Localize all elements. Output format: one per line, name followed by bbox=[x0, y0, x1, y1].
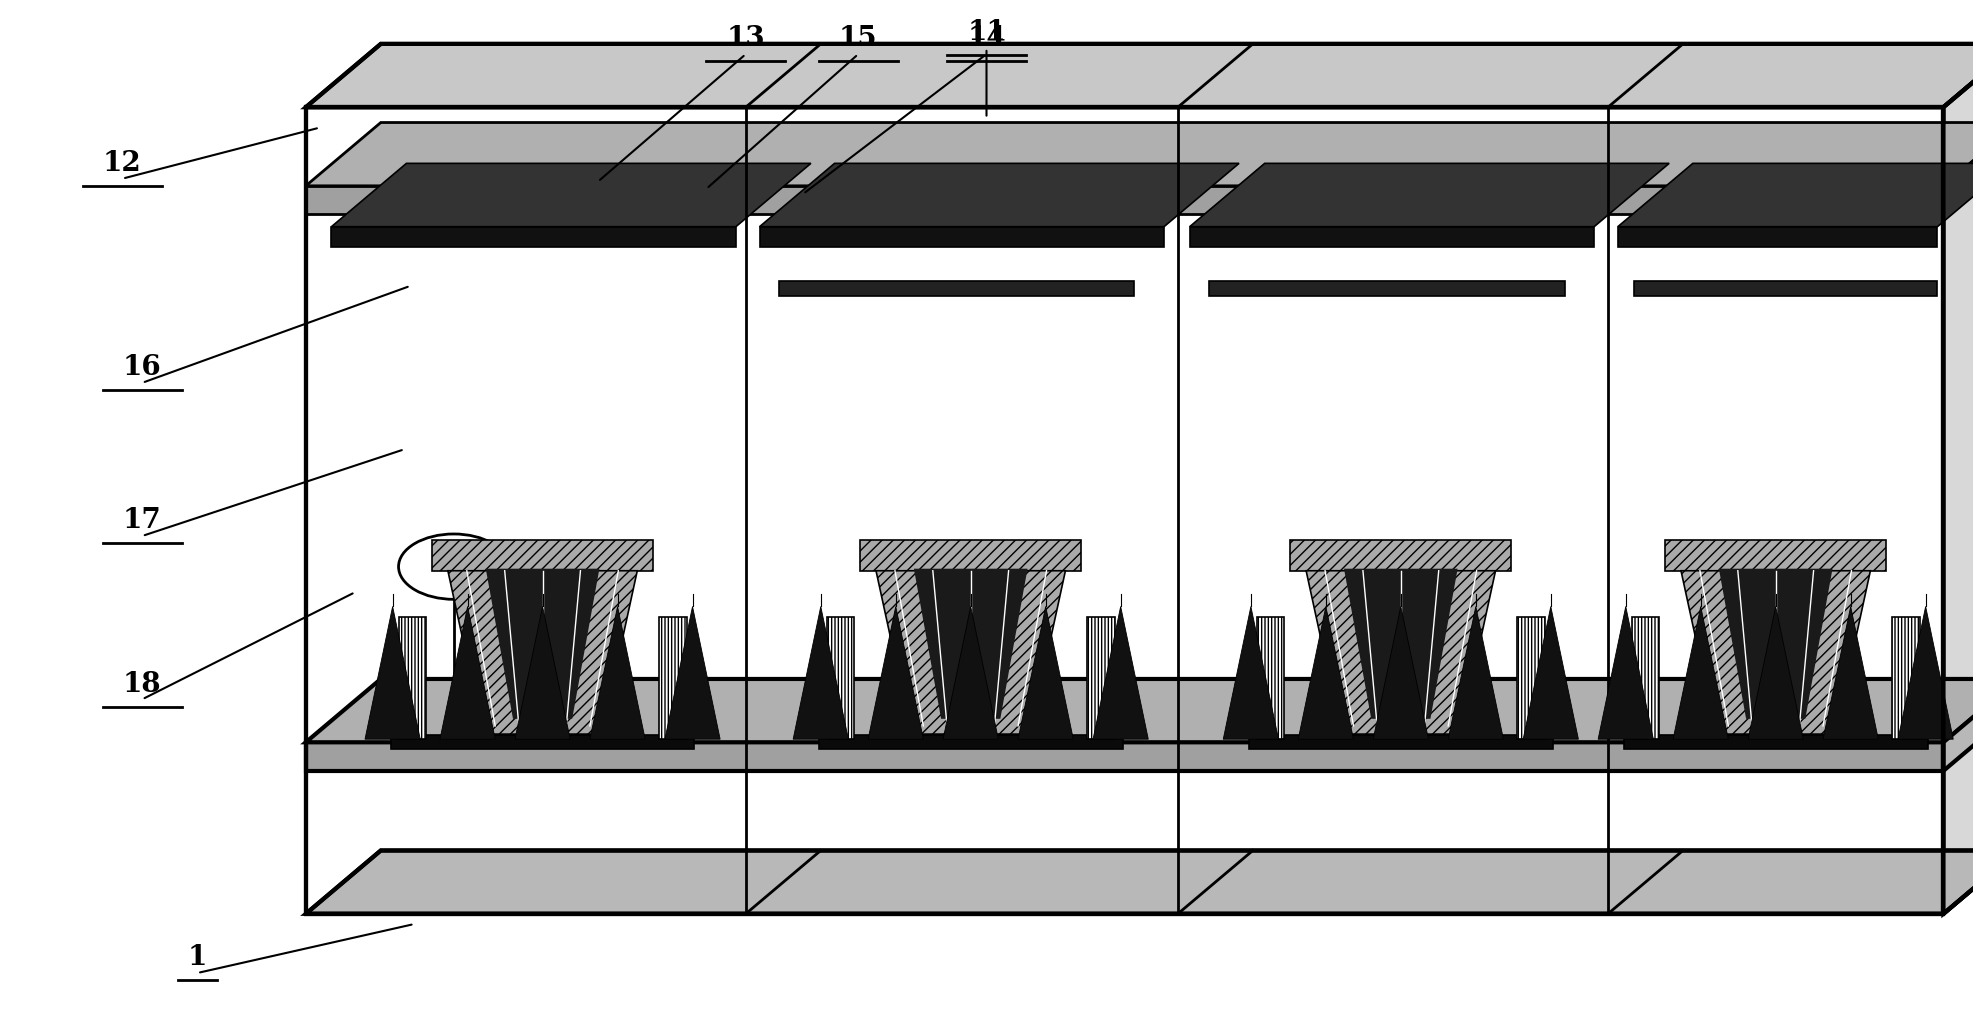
Polygon shape bbox=[1448, 606, 1503, 739]
Polygon shape bbox=[1290, 540, 1511, 571]
Polygon shape bbox=[306, 44, 1973, 107]
Polygon shape bbox=[1618, 163, 1973, 227]
Polygon shape bbox=[448, 571, 637, 734]
Polygon shape bbox=[1087, 617, 1115, 739]
Polygon shape bbox=[1298, 606, 1353, 739]
Polygon shape bbox=[943, 606, 998, 739]
Polygon shape bbox=[306, 107, 1943, 914]
Polygon shape bbox=[1306, 571, 1496, 734]
Polygon shape bbox=[665, 606, 720, 739]
Text: 15: 15 bbox=[839, 26, 878, 52]
Polygon shape bbox=[306, 679, 1973, 742]
Polygon shape bbox=[1943, 679, 1973, 771]
Polygon shape bbox=[485, 569, 600, 719]
Polygon shape bbox=[1618, 227, 1937, 247]
Polygon shape bbox=[1665, 540, 1886, 571]
Polygon shape bbox=[1823, 606, 1878, 739]
Polygon shape bbox=[1632, 617, 1659, 739]
Text: 13: 13 bbox=[726, 26, 766, 52]
Polygon shape bbox=[793, 606, 848, 739]
Polygon shape bbox=[331, 227, 736, 247]
Polygon shape bbox=[1517, 617, 1545, 739]
Polygon shape bbox=[1943, 123, 1973, 214]
Polygon shape bbox=[913, 569, 1028, 719]
Polygon shape bbox=[1209, 281, 1565, 296]
Polygon shape bbox=[306, 850, 1973, 914]
Polygon shape bbox=[659, 617, 687, 739]
Polygon shape bbox=[1257, 617, 1284, 739]
Polygon shape bbox=[1523, 606, 1578, 739]
Polygon shape bbox=[868, 606, 923, 739]
Polygon shape bbox=[1892, 617, 1920, 739]
Polygon shape bbox=[1598, 606, 1653, 739]
Text: 12: 12 bbox=[103, 150, 142, 177]
Polygon shape bbox=[876, 571, 1065, 734]
Polygon shape bbox=[760, 163, 1239, 227]
Polygon shape bbox=[1943, 44, 1973, 914]
Text: 18: 18 bbox=[122, 671, 162, 697]
Polygon shape bbox=[306, 186, 1943, 214]
Polygon shape bbox=[1223, 606, 1279, 739]
Polygon shape bbox=[760, 227, 1164, 247]
Polygon shape bbox=[1624, 735, 1928, 749]
Polygon shape bbox=[1373, 606, 1428, 739]
Text: 17: 17 bbox=[122, 507, 162, 534]
Polygon shape bbox=[306, 742, 1943, 771]
Polygon shape bbox=[1634, 281, 1937, 296]
Polygon shape bbox=[365, 606, 420, 739]
Polygon shape bbox=[1898, 606, 1953, 739]
Polygon shape bbox=[306, 123, 1973, 186]
Text: 14: 14 bbox=[967, 26, 1006, 52]
Polygon shape bbox=[779, 281, 1134, 296]
Text: 11: 11 bbox=[967, 19, 1006, 46]
Polygon shape bbox=[391, 735, 694, 749]
Polygon shape bbox=[827, 617, 854, 739]
Polygon shape bbox=[399, 617, 426, 739]
Polygon shape bbox=[1018, 606, 1073, 739]
Polygon shape bbox=[1249, 735, 1553, 749]
Polygon shape bbox=[1190, 163, 1669, 227]
Polygon shape bbox=[590, 606, 645, 739]
Polygon shape bbox=[1718, 569, 1833, 719]
Polygon shape bbox=[1093, 606, 1148, 739]
Polygon shape bbox=[1673, 606, 1728, 739]
Polygon shape bbox=[819, 735, 1123, 749]
Text: 16: 16 bbox=[122, 354, 162, 381]
Polygon shape bbox=[1748, 606, 1803, 739]
Polygon shape bbox=[860, 540, 1081, 571]
Polygon shape bbox=[1681, 571, 1870, 734]
Polygon shape bbox=[515, 606, 570, 739]
Polygon shape bbox=[1190, 227, 1594, 247]
Text: 1: 1 bbox=[187, 944, 207, 971]
Polygon shape bbox=[331, 163, 811, 227]
Polygon shape bbox=[440, 606, 495, 739]
Polygon shape bbox=[1344, 569, 1458, 719]
Polygon shape bbox=[432, 540, 653, 571]
